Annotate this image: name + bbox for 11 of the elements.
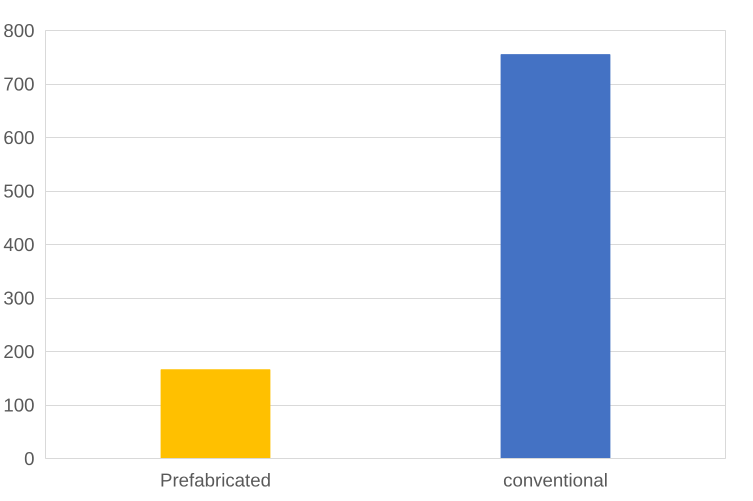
y-tick-label: 600	[3, 127, 35, 148]
y-tick-label: 300	[3, 288, 35, 308]
y-tick-label: 800	[3, 20, 35, 41]
y-tick-label: 200	[3, 341, 35, 362]
y-tick-label: 700	[3, 74, 35, 94]
x-tick-label: conventional	[503, 470, 608, 490]
y-tick-label: 100	[3, 394, 35, 416]
y-tick-label: 0	[24, 448, 35, 469]
x-tick-label: Prefabricated	[160, 470, 271, 490]
y-tick-label: 500	[3, 180, 35, 202]
y-tick-label: 400	[3, 234, 35, 255]
